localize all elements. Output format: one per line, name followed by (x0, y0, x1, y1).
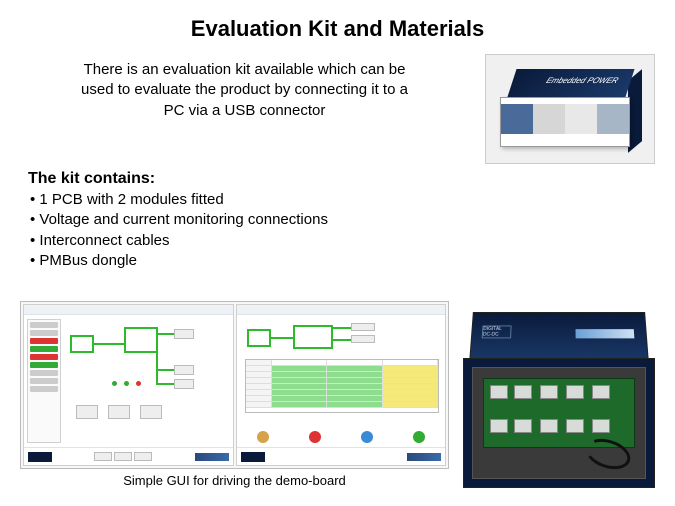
gui-window-right (236, 304, 447, 466)
intro-line-2: used to evaluate the product by connecti… (81, 81, 408, 98)
kit-section: The kit contains: 1 PCB with 2 modules f… (0, 164, 675, 271)
top-row: There is an evaluation kit available whi… (0, 54, 675, 164)
page-title: Evaluation Kit and Materials (0, 0, 675, 54)
fault-reset-icon (309, 431, 321, 443)
kit-item: 1 PCB with 2 modules fitted (30, 190, 647, 210)
pcb-illustration (483, 378, 635, 448)
kit-list: 1 PCB with 2 modules fitted Voltage and … (28, 190, 647, 271)
gui-caption: Simple GUI for driving the demo-board (20, 469, 449, 488)
gui-window-left (23, 304, 234, 466)
export-icon (257, 431, 269, 443)
open-kit-photo: DIGITAL DC-DC (463, 308, 655, 488)
kit-item: Interconnect cables (30, 231, 647, 251)
box-lid-text: Embedded POWER (544, 76, 621, 85)
restore-icon (361, 431, 373, 443)
intro-line-3: PC via a USB connector (164, 102, 326, 119)
product-box-photo: Embedded POWER (485, 54, 655, 164)
gui-block: Simple GUI for driving the demo-board (20, 301, 449, 488)
kit-item: Voltage and current monitoring connectio… (30, 210, 647, 230)
product-box-illustration: Embedded POWER (500, 69, 642, 151)
apply-icon (413, 431, 425, 443)
brand-wordmark-icon (407, 453, 441, 461)
brand-logo-icon (241, 452, 265, 462)
lid-brand-right-icon (576, 329, 635, 338)
intro-line-1: There is an evaluation kit available whi… (84, 61, 406, 78)
kit-item: PMBus dongle (30, 251, 647, 271)
gui-screenshot (20, 301, 449, 469)
brand-logo-icon (28, 452, 52, 462)
brand-wordmark-icon (195, 453, 229, 461)
lid-brand-small: DIGITAL DC-DC (482, 325, 512, 338)
kit-heading: The kit contains: (28, 170, 647, 188)
bottom-row: Simple GUI for driving the demo-board DI… (20, 301, 655, 488)
intro-text: There is an evaluation kit available whi… (20, 54, 469, 164)
